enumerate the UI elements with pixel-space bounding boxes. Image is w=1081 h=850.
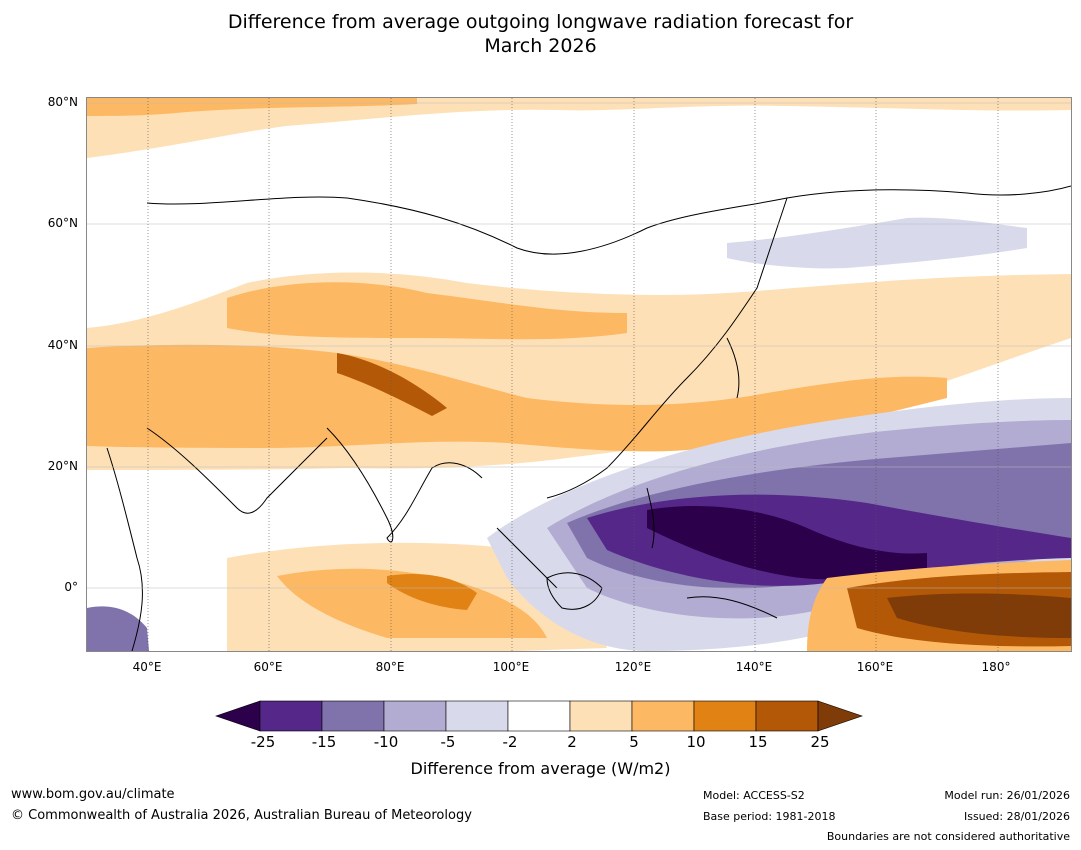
colorbar-extend-high xyxy=(817,700,863,732)
anomaly-region-east-africa xyxy=(87,606,149,651)
coastline-eurasia-north xyxy=(146,185,1071,255)
colorbar-extend-low xyxy=(215,700,261,732)
anomaly-region-tibet xyxy=(337,353,447,416)
anomaly-region-arctic xyxy=(87,98,1071,158)
lon-label-180: 180° xyxy=(981,660,1011,674)
colorbar-tick-label: 5 xyxy=(629,733,639,751)
colorbar-cell xyxy=(383,700,447,732)
footer-issued: Issued: 28/01/2026 xyxy=(963,810,1070,823)
colorbar-cell xyxy=(507,700,571,732)
gridlines xyxy=(87,98,1071,651)
coastline-philippines xyxy=(646,487,655,549)
colorbar-tick-label: -10 xyxy=(373,733,399,751)
lat-label-0: 0° xyxy=(64,580,78,594)
coastline-india xyxy=(326,427,483,543)
footer-copyright: © Commonwealth of Australia 2026, Austra… xyxy=(11,808,472,823)
map-title: Difference from average outgoing longwav… xyxy=(0,10,1081,58)
title-line-2: March 2026 xyxy=(484,35,597,57)
footer-model: Model: ACCESS-S2 xyxy=(703,789,805,802)
footer-disclaimer: Boundaries are not considered authoritat… xyxy=(826,830,1070,843)
lat-label-40n: 40°N xyxy=(47,338,78,352)
colorbar-tick-label: -2 xyxy=(502,733,518,751)
anomaly-region-south-pacific-core xyxy=(887,593,1071,638)
coastline-new-guinea xyxy=(686,596,778,619)
anomaly-region-arctic-mid xyxy=(87,98,417,116)
colorbar-cell xyxy=(445,700,509,732)
lon-label-140e: 140°E xyxy=(735,660,773,674)
lon-label-120e: 120°E xyxy=(614,660,652,674)
lon-label-60e: 60°E xyxy=(253,660,283,674)
colorbar-cell xyxy=(321,700,385,732)
lat-label-80n: 80°N xyxy=(47,95,78,109)
colorbar-tick-label: 15 xyxy=(748,733,768,751)
colorbar-title: Difference from average (W/m2) xyxy=(410,759,671,778)
lon-label-40e: 40°E xyxy=(132,660,162,674)
footer-base-period: Base period: 1981-2018 xyxy=(703,810,836,823)
anomaly-region-siberia xyxy=(727,217,1027,269)
colorbar-cell xyxy=(631,700,695,732)
colorbar-cell xyxy=(755,700,819,732)
colorbar-tick-label: -5 xyxy=(440,733,456,751)
lat-label-60n: 60°N xyxy=(47,216,78,230)
anomaly-region-subtropical-orange xyxy=(87,344,947,452)
coastline-sumatra xyxy=(496,527,558,589)
coastline-east-africa xyxy=(106,447,143,651)
colorbar-tick-label: 2 xyxy=(567,733,577,751)
colorbar-tick-label: -15 xyxy=(311,733,337,751)
anomaly-region-indian-ocean xyxy=(277,568,547,638)
anomaly-region-wp-extreme xyxy=(647,506,927,580)
coastline-borneo xyxy=(546,572,603,610)
footer-website[interactable]: www.bom.gov.au/climate xyxy=(11,787,175,802)
lon-label-160e: 160°E xyxy=(856,660,894,674)
lon-label-80e: 80°E xyxy=(375,660,405,674)
colorbar-tick-label: 10 xyxy=(686,733,706,751)
colorbar-cell xyxy=(569,700,633,732)
title-line-1: Difference from average outgoing longwav… xyxy=(227,11,854,33)
lon-label-100e: 100°E xyxy=(492,660,530,674)
colorbar-cell xyxy=(259,700,323,732)
coastlines xyxy=(106,185,1071,651)
anomaly-region-central-asia xyxy=(227,282,627,340)
coastline-east-asia xyxy=(546,197,788,499)
footer-model-run: Model run: 26/01/2026 xyxy=(944,789,1070,802)
anomaly-region-indian-ocean-core xyxy=(387,573,477,610)
colorbar-tick-label: 25 xyxy=(810,733,830,751)
lat-label-20n: 20°N xyxy=(47,459,78,473)
olr-anomaly-map xyxy=(86,97,1072,652)
map-svg xyxy=(87,98,1071,651)
colorbar xyxy=(215,700,863,732)
colorbar-tick-label: -25 xyxy=(250,733,276,751)
coastline-japan xyxy=(726,337,740,399)
colorbar-cell xyxy=(693,700,757,732)
